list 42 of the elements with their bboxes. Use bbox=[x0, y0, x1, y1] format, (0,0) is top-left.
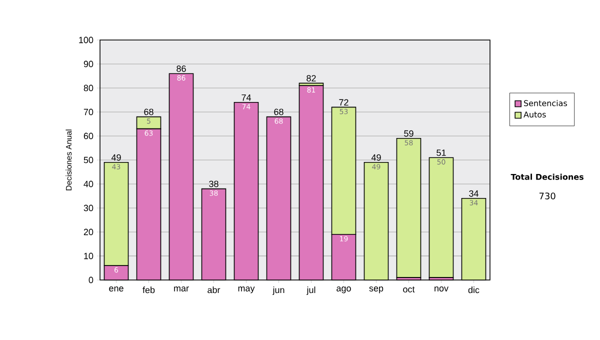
y-tick-label: 70 bbox=[84, 108, 94, 116]
bar bbox=[428, 157, 454, 278]
total-label: 68 bbox=[274, 108, 284, 116]
total-label: 51 bbox=[436, 150, 446, 156]
total-label: 72 bbox=[339, 99, 348, 106]
x-tick-label: ene bbox=[109, 286, 124, 292]
total-label: 38 bbox=[209, 180, 218, 188]
total-label: 34 bbox=[469, 190, 478, 197]
total-label: 49 bbox=[111, 154, 121, 161]
total-label: 68 bbox=[144, 108, 154, 116]
y-tick-label: 40 bbox=[84, 180, 94, 188]
y-tick-label: 90 bbox=[84, 60, 94, 68]
bar bbox=[396, 138, 422, 278]
x-tick-label: feb bbox=[142, 286, 155, 294]
x-tick-label: jul bbox=[306, 286, 316, 295]
total-label: 49 bbox=[371, 154, 381, 161]
y-tick-label: 60 bbox=[84, 132, 94, 140]
y-tick-label: 50 bbox=[84, 156, 94, 164]
y-tick-label: 0 bbox=[88, 276, 94, 284]
legend-label: Autos bbox=[524, 112, 546, 118]
total-label: 59 bbox=[404, 130, 414, 137]
x-tick-label: abr bbox=[208, 286, 220, 294]
y-tick-label: 10 bbox=[84, 252, 94, 260]
text: 730 bbox=[539, 192, 556, 200]
x-tick-label: may bbox=[238, 286, 255, 294]
y-tick-label: 20 bbox=[84, 228, 94, 236]
x-tick-label: jun bbox=[272, 286, 284, 295]
x-tick-label: mar bbox=[174, 286, 189, 292]
y-tick-label: 80 bbox=[84, 84, 94, 92]
total-label: 86 bbox=[176, 66, 186, 72]
legend-label: Sentencias bbox=[524, 100, 567, 106]
y-tick-label: 100 bbox=[79, 36, 94, 44]
total-label: 74 bbox=[242, 94, 251, 101]
x-tick-label: sep bbox=[369, 286, 384, 294]
text: Total Decisiones bbox=[510, 174, 584, 180]
x-tick-label: dic bbox=[468, 286, 480, 294]
total-label: 82 bbox=[306, 75, 316, 82]
y-axis-title: Decisiones Anual bbox=[66, 130, 72, 190]
x-tick-label: nov bbox=[434, 286, 448, 292]
y-tick-label: 30 bbox=[84, 204, 94, 212]
x-tick-label: ago bbox=[336, 286, 351, 294]
x-tick-label: oct bbox=[403, 286, 415, 292]
